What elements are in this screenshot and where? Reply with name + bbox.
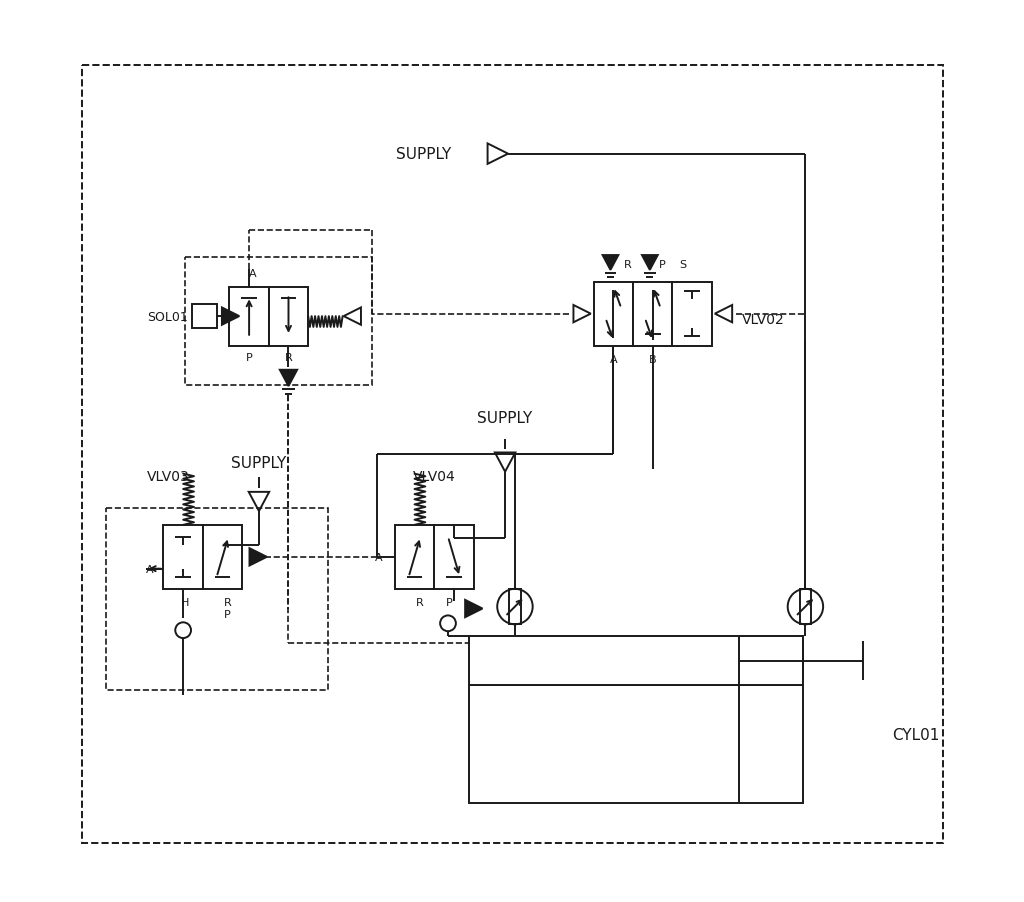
Text: A: A (249, 269, 257, 279)
Polygon shape (280, 371, 297, 387)
Bar (469, 686, 804, 804)
Polygon shape (642, 256, 657, 271)
Text: SUPPLY: SUPPLY (395, 147, 451, 162)
Bar (395, 525, 434, 589)
Text: H: H (181, 597, 189, 607)
Polygon shape (222, 308, 240, 326)
Bar (191, 305, 217, 328)
Bar (203, 525, 243, 589)
Bar (268, 287, 308, 346)
Bar (164, 525, 203, 589)
Text: CYL01: CYL01 (892, 727, 939, 742)
Text: SUPPLY: SUPPLY (231, 456, 287, 471)
Text: R: R (285, 353, 293, 363)
Text: R: R (223, 597, 231, 607)
Text: A: A (609, 355, 617, 365)
Text: R: R (625, 260, 632, 270)
Bar (594, 282, 633, 346)
Polygon shape (465, 600, 482, 618)
Text: B: B (649, 355, 656, 365)
Bar (106, 509, 328, 691)
Text: A: A (375, 552, 383, 562)
Text: P: P (445, 597, 453, 607)
Text: SOL01: SOL01 (147, 310, 188, 323)
Polygon shape (250, 548, 267, 566)
Polygon shape (602, 256, 618, 271)
Bar (633, 282, 673, 346)
Text: VLV04: VLV04 (413, 469, 456, 483)
Text: VLV02: VLV02 (741, 312, 784, 327)
Text: VLV03: VLV03 (147, 469, 189, 483)
Bar (229, 287, 268, 346)
Bar (673, 282, 712, 346)
Bar (509, 589, 521, 624)
Text: SUPPLY: SUPPLY (477, 410, 532, 426)
Bar (185, 258, 372, 385)
Bar (82, 66, 943, 843)
Text: P: P (224, 610, 230, 620)
Text: S: S (679, 260, 686, 270)
Text: P: P (246, 353, 253, 363)
Bar (434, 525, 473, 589)
Text: A: A (145, 564, 154, 574)
Text: P: P (659, 260, 666, 270)
Bar (800, 589, 811, 624)
Text: R: R (416, 597, 423, 607)
Bar (469, 637, 804, 686)
